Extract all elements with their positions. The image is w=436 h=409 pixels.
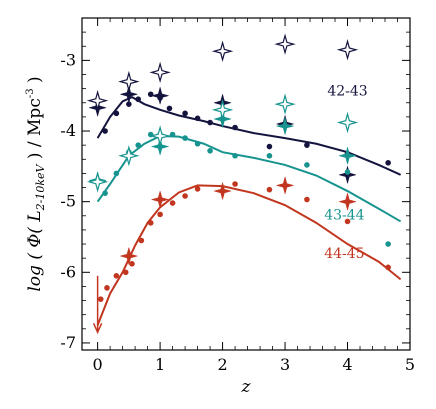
- filled-star-point: [275, 175, 295, 195]
- data-point: [102, 190, 108, 196]
- open-star-point: [274, 93, 296, 115]
- data-point: [207, 148, 213, 154]
- plot-frame: [81, 17, 411, 351]
- y-label-prefix: log ( Φ(: [25, 222, 45, 292]
- filled-star-point: [150, 86, 170, 106]
- open-star-point: [86, 171, 109, 193]
- series-curve: [96, 95, 402, 176]
- open-star-point: [336, 111, 359, 134]
- data-point: [266, 186, 273, 193]
- open-star-point: [118, 70, 140, 93]
- filled-star-point: [338, 146, 357, 166]
- data-point: [232, 181, 238, 187]
- filled-star-point: [150, 190, 170, 209]
- data-point: [135, 142, 142, 148]
- filled-star-point: [213, 181, 233, 201]
- data-point: [304, 142, 310, 148]
- data-point: [266, 152, 273, 159]
- data-point: [194, 115, 201, 122]
- filled-star-point: [119, 246, 139, 266]
- x-axis-label: z: [241, 377, 252, 397]
- data-point: [182, 135, 188, 141]
- series-label: 43-44: [324, 207, 364, 223]
- data-point: [102, 128, 108, 134]
- filled-star-point: [338, 165, 357, 185]
- y-label-L: L: [25, 210, 45, 222]
- data-point: [113, 110, 120, 117]
- data-point: [126, 101, 132, 107]
- data-point: [104, 285, 110, 291]
- data-point: [344, 218, 351, 225]
- series-label: 42-43: [327, 84, 367, 100]
- data-point: [122, 269, 129, 276]
- data-point: [232, 152, 238, 159]
- y-tick-label: -7: [60, 333, 76, 352]
- series-curve: [96, 184, 402, 326]
- data-point: [113, 273, 120, 279]
- x-tick-label: 3: [280, 355, 290, 374]
- y-tick-label: -3: [60, 50, 76, 69]
- data-point: [129, 261, 135, 267]
- x-tick-label: 1: [155, 355, 165, 374]
- data-point: [304, 196, 310, 203]
- open-star-point: [336, 39, 359, 61]
- data-point: [385, 241, 391, 247]
- data-point: [385, 264, 391, 271]
- series-44-45: 44-45: [92, 175, 402, 335]
- open-star-point: [86, 89, 109, 112]
- data-point: [194, 140, 201, 147]
- series-43-44: 43-44: [86, 93, 402, 247]
- open-star-point: [211, 40, 234, 62]
- data-point: [232, 124, 238, 131]
- filled-star-point: [119, 84, 139, 104]
- series-42-43: 42-43: [86, 33, 402, 185]
- y-tick-label: -4: [60, 121, 76, 140]
- data-point: [344, 169, 351, 175]
- data-point: [266, 143, 273, 150]
- data-point: [169, 200, 176, 206]
- data-point: [97, 296, 104, 302]
- data-point: [385, 160, 391, 166]
- y-label-sup: -3: [25, 88, 36, 98]
- x-tick-label: 0: [93, 355, 103, 374]
- upper-limit-arrowhead: [92, 323, 103, 335]
- y-label-middle: ) / Mpc: [25, 98, 45, 164]
- data-point: [157, 211, 163, 218]
- x-tick-label: 2: [217, 355, 227, 374]
- plot-content: 42-43 43-44 44-45: [86, 33, 402, 335]
- y-label-suffix: ): [25, 76, 45, 88]
- y-label-sub: 2-10keV: [34, 163, 47, 211]
- data-point: [113, 170, 120, 177]
- open-star-point: [118, 144, 140, 167]
- open-star-point: [211, 99, 234, 121]
- x-tick-label: 5: [405, 355, 415, 374]
- y-tick-label: -6: [60, 262, 76, 281]
- open-star-point: [274, 33, 296, 55]
- data-point: [169, 131, 176, 138]
- data-point: [147, 220, 154, 226]
- data-point: [182, 193, 188, 199]
- axes: 0 1 2 3 4 5 -7 -6 -5 -4 -3: [60, 18, 415, 374]
- filled-star-point: [275, 116, 295, 136]
- data-point: [166, 105, 173, 112]
- data-point: [135, 96, 142, 103]
- series-label: 44-45: [324, 246, 364, 262]
- filled-star-point: [338, 192, 357, 212]
- y-tick-label: -5: [60, 192, 76, 211]
- data-point: [194, 186, 201, 192]
- data-point: [182, 110, 188, 117]
- data-point: [207, 119, 213, 126]
- data-point: [304, 162, 310, 168]
- x-tick-label: 4: [342, 355, 352, 374]
- data-point: [138, 237, 145, 244]
- open-star-point: [149, 61, 171, 84]
- y-axis-label: log ( Φ( L2-10keV ) / Mpc-3 ): [25, 76, 47, 291]
- open-star-point: [149, 125, 171, 147]
